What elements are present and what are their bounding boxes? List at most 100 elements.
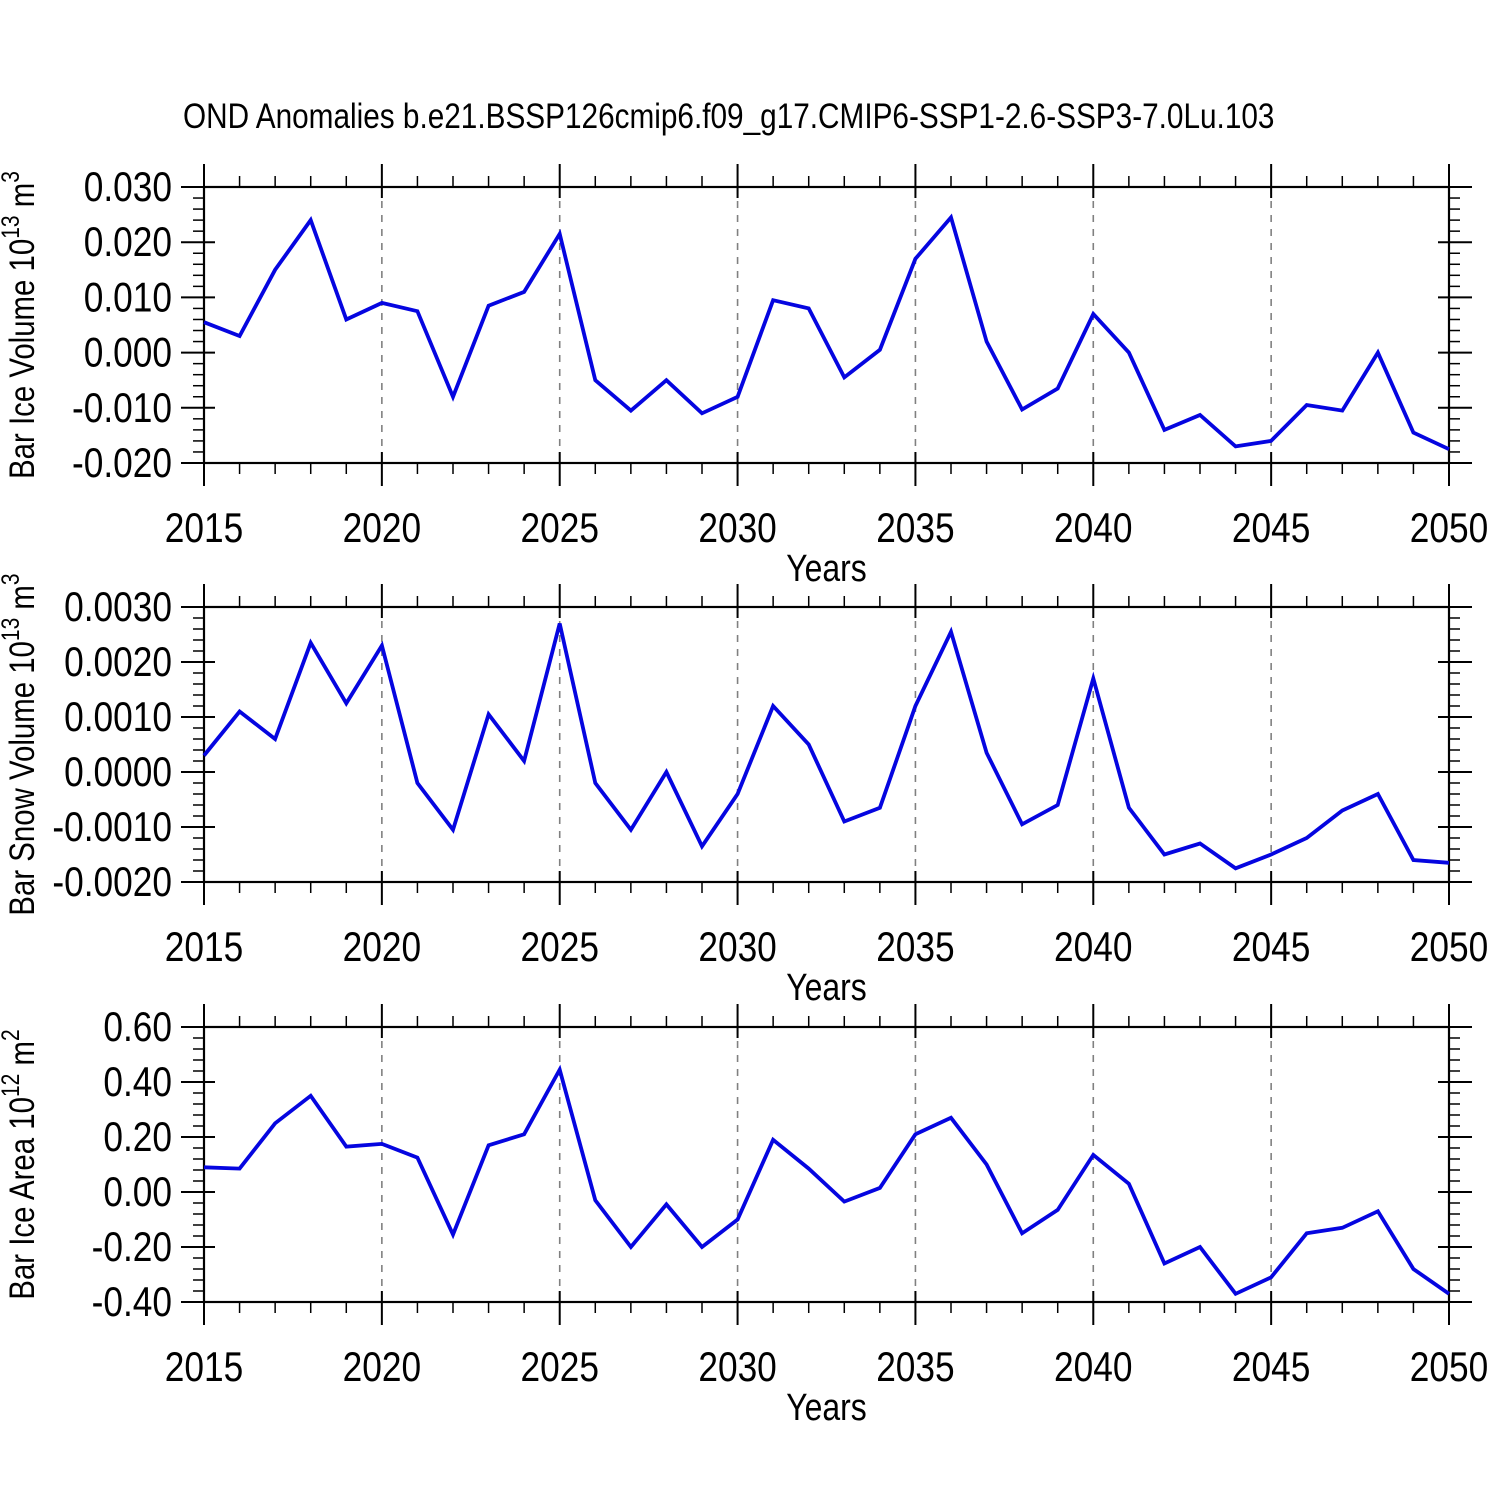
x-tick-label: 2025	[520, 1344, 598, 1391]
svg-text:2030: 2030	[698, 1344, 776, 1391]
svg-text:2050: 2050	[1410, 1344, 1488, 1391]
y-axis-title: Bar Ice Area 1012 m2	[0, 1029, 42, 1299]
x-axis-title: Years	[786, 547, 866, 589]
x-tick-label: 2025	[520, 505, 598, 552]
x-tick-label: 2020	[343, 1344, 421, 1391]
x-tick-label: 2030	[698, 1344, 776, 1391]
axis-frame	[202, 1025, 1451, 1304]
x-tick-label: 2015	[165, 505, 243, 552]
svg-text:2020: 2020	[343, 1344, 421, 1391]
y-tick-label: 0.0000	[64, 749, 172, 796]
x-tick-label: 2040	[1054, 505, 1132, 552]
y-tick-label: 0.60	[103, 1004, 172, 1051]
data-line-bar-ice-area	[203, 1064, 1451, 1297]
svg-text:2015: 2015	[165, 924, 243, 971]
y-tick-label: 0.0030	[64, 584, 172, 631]
svg-text:0.20: 0.20	[103, 1114, 172, 1161]
svg-text:2025: 2025	[520, 1344, 598, 1391]
svg-text:2035: 2035	[876, 505, 954, 552]
svg-text:0.60: 0.60	[103, 1004, 172, 1051]
x-tick-label: 2035	[876, 505, 954, 552]
x-tick-label: 2040	[1054, 1344, 1132, 1391]
x-axis-title: Years	[786, 1386, 866, 1428]
svg-text:Years: Years	[786, 1386, 866, 1428]
svg-text:2050: 2050	[1410, 505, 1488, 552]
y-tick-label: -0.010	[72, 385, 172, 432]
x-tick-label: 2015	[165, 924, 243, 971]
svg-text:-0.020: -0.020	[72, 440, 172, 487]
y-axis-title: Bar Ice Volume 1013 m3	[0, 171, 42, 479]
svg-text:0.010: 0.010	[84, 275, 172, 322]
x-tick-label: 2025	[520, 924, 598, 971]
x-tick-label: 2030	[698, 505, 776, 552]
y-tick-label: 0.20	[103, 1114, 172, 1161]
panel-bar-ice-volume: 0.030 0.020 0.010 0.000 -0.010 -0.020 2015 2020…	[0, 164, 1488, 590]
svg-text:0.0010: 0.0010	[64, 694, 172, 741]
y-tick-label: 0.00	[103, 1169, 172, 1216]
svg-text:-0.20: -0.20	[92, 1224, 172, 1271]
svg-text:Bar Snow Volume 1013 m3: Bar Snow Volume 1013 m3	[0, 573, 42, 915]
svg-text:2030: 2030	[698, 505, 776, 552]
svg-text:0.40: 0.40	[103, 1059, 172, 1106]
svg-text:2025: 2025	[520, 505, 598, 552]
y-tick-label: 0.0010	[64, 694, 172, 741]
panel-bar-snow-volume: 0.0030 0.0020 0.0010 0.0000 -0.0010 -0.0020 20…	[0, 573, 1488, 1008]
svg-text:2045: 2045	[1232, 505, 1310, 552]
svg-text:2025: 2025	[520, 924, 598, 971]
svg-text:2040: 2040	[1054, 924, 1132, 971]
x-tick-label: 2050	[1410, 1344, 1488, 1391]
y-tick-label: 0.000	[84, 330, 172, 377]
svg-text:2015: 2015	[165, 505, 243, 552]
svg-text:0.0030: 0.0030	[64, 584, 172, 631]
x-tick-label: 2045	[1232, 924, 1310, 971]
x-tick-label: 2045	[1232, 505, 1310, 552]
x-tick-label: 2020	[343, 924, 421, 971]
svg-text:Bar Ice Volume 1013 m3: Bar Ice Volume 1013 m3	[0, 171, 42, 479]
x-tick-label: 2015	[165, 1344, 243, 1391]
svg-text:Years: Years	[786, 547, 866, 589]
data-line-bar-snow-volume	[202, 623, 1450, 871]
y-tick-label: -0.020	[72, 440, 172, 487]
svg-text:-0.0020: -0.0020	[52, 859, 172, 906]
svg-text:2030: 2030	[698, 924, 776, 971]
axis-frame	[202, 605, 1451, 884]
x-tick-label: 2035	[876, 1344, 954, 1391]
svg-text:2015: 2015	[165, 1344, 243, 1391]
y-tick-label: 0.40	[103, 1059, 172, 1106]
x-tick-label: 2020	[343, 505, 421, 552]
svg-text:2050: 2050	[1410, 924, 1488, 971]
chart-title: OND Anomalies b.e21.BSSP126cmip6.f09_g17…	[183, 97, 1275, 136]
svg-text:2035: 2035	[876, 924, 954, 971]
data-line-bar-ice-volume	[203, 213, 1450, 451]
x-tick-label: 2045	[1232, 1344, 1310, 1391]
svg-text:2040: 2040	[1054, 1344, 1132, 1391]
svg-text:2020: 2020	[343, 505, 421, 552]
y-tick-label: -0.0010	[52, 804, 172, 851]
x-tick-label: 2030	[698, 924, 776, 971]
svg-text:2045: 2045	[1232, 924, 1310, 971]
panel-bar-ice-area: 0.60 0.40 0.20 0.00 -0.20 -0.40 2015 2020 2025 20…	[0, 1004, 1488, 1429]
svg-text:0.030: 0.030	[84, 164, 172, 211]
x-axis-title: Years	[786, 966, 866, 1008]
svg-text:0.00: 0.00	[103, 1169, 172, 1216]
svg-text:-0.0010: -0.0010	[52, 804, 172, 851]
y-tick-label: 0.010	[84, 275, 172, 322]
svg-text:2035: 2035	[876, 1344, 954, 1391]
svg-text:Years: Years	[786, 966, 866, 1008]
y-tick-label: -0.0020	[52, 859, 172, 906]
svg-text:0.020: 0.020	[84, 219, 172, 266]
y-tick-label: -0.20	[92, 1224, 172, 1271]
axis-frame	[202, 185, 1451, 465]
y-tick-label: 0.0020	[64, 639, 172, 686]
svg-text:2020: 2020	[343, 924, 421, 971]
svg-text:2045: 2045	[1232, 1344, 1310, 1391]
svg-text:0.000: 0.000	[84, 330, 172, 377]
svg-text:-0.010: -0.010	[72, 385, 172, 432]
y-tick-label: -0.40	[92, 1279, 172, 1326]
svg-text:-0.40: -0.40	[92, 1279, 172, 1326]
svg-text:Bar Ice Area 1012 m2: Bar Ice Area 1012 m2	[0, 1029, 42, 1299]
svg-text:2040: 2040	[1054, 505, 1132, 552]
svg-text:0.0000: 0.0000	[64, 749, 172, 796]
y-tick-label: 0.030	[84, 164, 172, 211]
